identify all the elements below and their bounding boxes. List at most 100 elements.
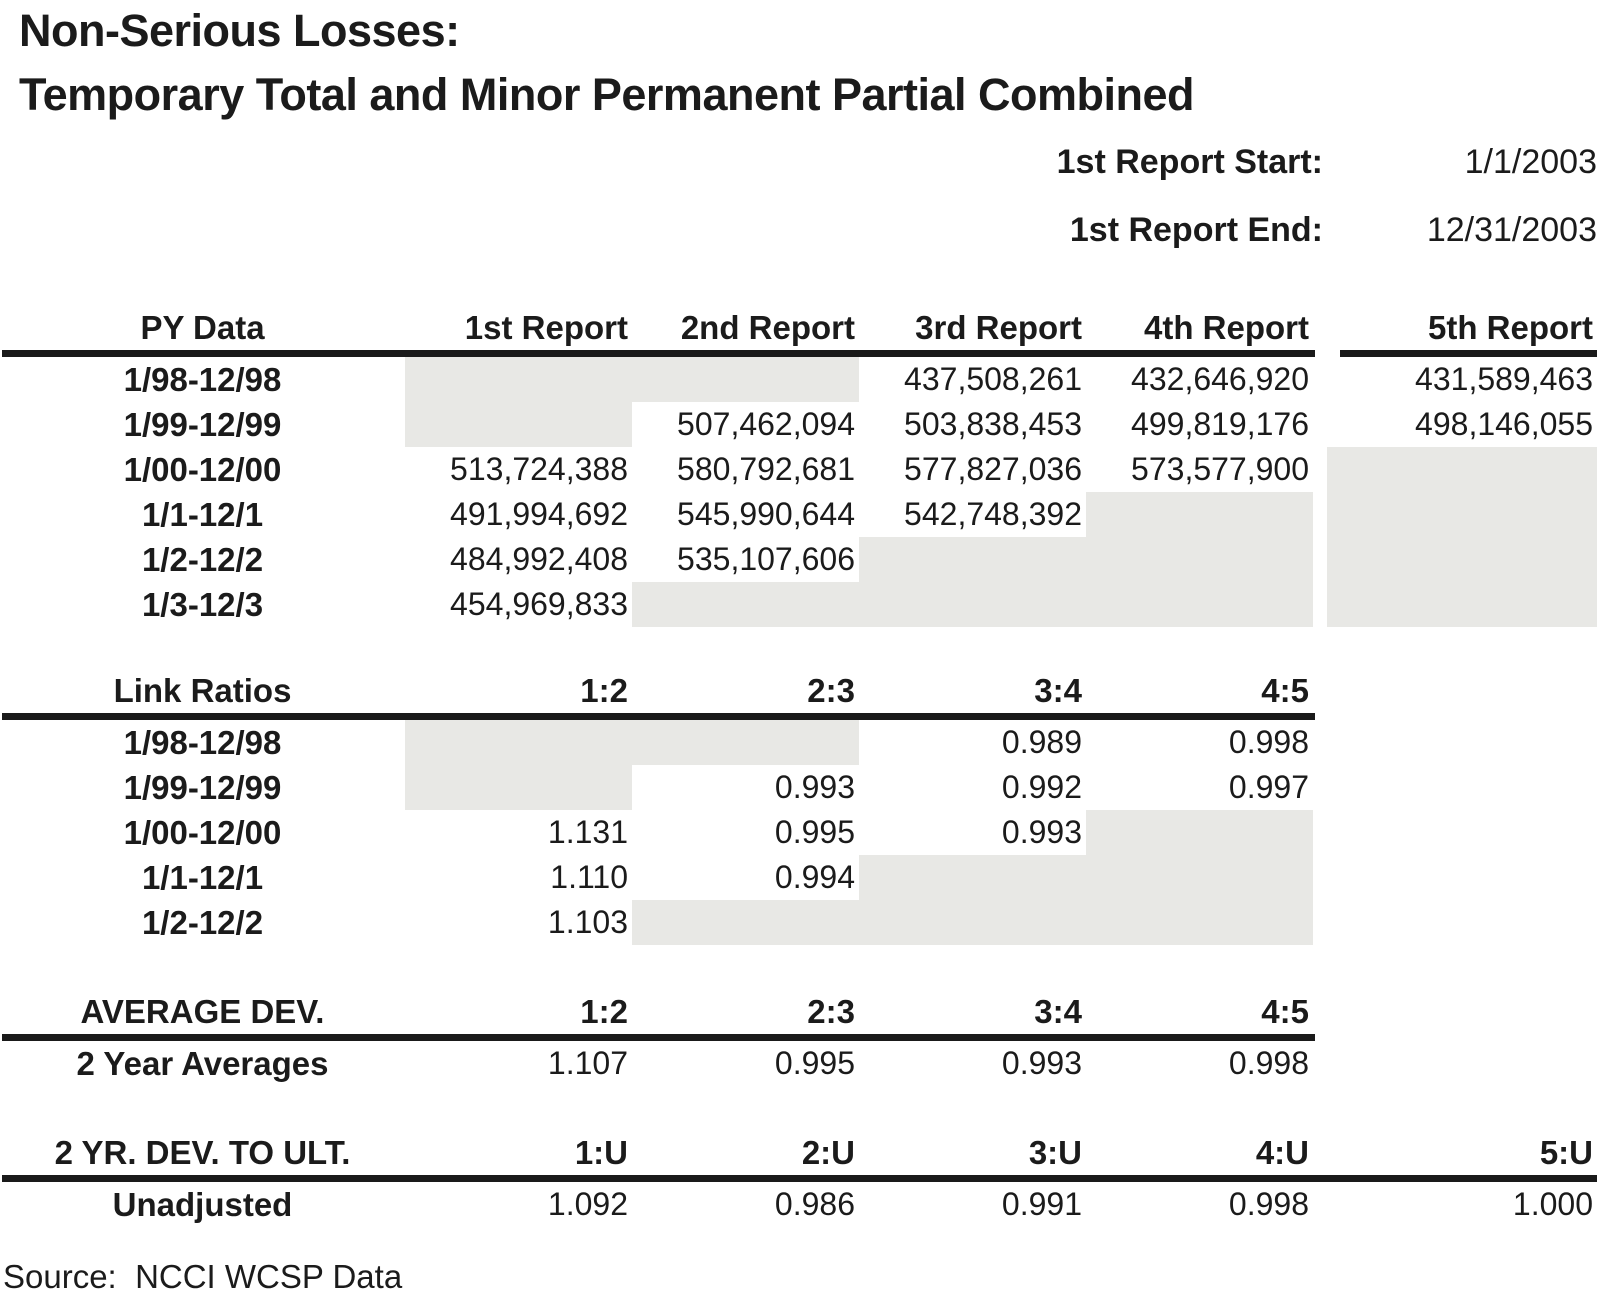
shaded-empty-cell: [1327, 537, 1597, 582]
table-header-row: Link Ratios 1:2 2:3 3:4 4:5: [0, 669, 1600, 713]
table-header-label: Link Ratios: [113, 672, 292, 709]
column-header: 1:2: [580, 993, 628, 1030]
table-average-dev: AVERAGE DEV. 1:2 2:3 3:4 4:5 2 Year Averages 1…: [0, 990, 1600, 1086]
table-cell: 0.994: [774, 859, 855, 895]
table-header-row: PY Data 1st Report 2nd Report 3rd Report 4th…: [0, 306, 1600, 350]
table-row: 1/1-12/1 491,994,692 545,990,644 542,748,39…: [0, 492, 1600, 537]
table-cell: 542,748,392: [904, 496, 1082, 532]
table-cell: 1.107: [547, 1045, 628, 1081]
shaded-empty-cell: [1086, 492, 1313, 537]
table-row: 1/99-12/99 507,462,094 503,838,453 499,819,…: [0, 402, 1600, 447]
table-header-row: AVERAGE DEV. 1:2 2:3 3:4 4:5: [0, 990, 1600, 1034]
table-cell: 577,827,036: [904, 451, 1082, 487]
shaded-empty-cell: [632, 582, 859, 627]
table-cell: 431,589,463: [1415, 361, 1593, 397]
table-header-label: PY Data: [140, 309, 265, 346]
shaded-empty-cell: [632, 720, 859, 765]
table-cell: 0.997: [1228, 769, 1309, 805]
header-rule-segment: [2, 1034, 1315, 1041]
table-cell: 503,838,453: [904, 406, 1082, 442]
column-header: 1:U: [574, 1134, 628, 1171]
table-cell: 0.998: [1228, 724, 1309, 760]
page-title-line-2: Temporary Total and Minor Permanent Part…: [19, 69, 1195, 120]
header-rule: [0, 350, 1600, 357]
table-row: 1/2-12/2 1.103: [0, 900, 1600, 945]
row-label: 1/00-12/00: [123, 451, 282, 488]
column-header: 1st Report: [464, 309, 628, 346]
table-cell: 0.998: [1228, 1045, 1309, 1081]
shaded-empty-cell: [859, 900, 1086, 945]
shaded-empty-cell: [1327, 582, 1597, 627]
row-label: 1/1-12/1: [141, 496, 264, 533]
table-dev-to-ult: 2 YR. DEV. TO ULT. 1:U 2:U 3:U 4:U 5:U Unadjus…: [0, 1131, 1600, 1227]
shaded-empty-cell: [1086, 810, 1313, 855]
column-header: 3:4: [1034, 993, 1082, 1030]
header-rule: [0, 1175, 1600, 1182]
header-rule-segment: [2, 350, 1315, 357]
table-cell: 545,990,644: [677, 496, 855, 532]
source-note: Source: NCCI WCSP Data: [3, 1258, 403, 1295]
row-label: 1/2-12/2: [141, 904, 264, 941]
shaded-empty-cell: [405, 402, 632, 447]
table-row: 1/00-12/00 513,724,388 580,792,681 577,827,…: [0, 447, 1600, 492]
row-label: 2 Year Averages: [76, 1045, 329, 1082]
row-label: 1/98-12/98: [123, 361, 282, 398]
header-rule: [0, 713, 1600, 720]
report-end-label: 1st Report End:: [1069, 211, 1323, 249]
table-cell: 0.986: [774, 1186, 855, 1222]
table-cell: 580,792,681: [677, 451, 855, 487]
header-rule-segment: [2, 713, 1315, 720]
header-rule: [0, 1034, 1600, 1041]
table-cell: 491,994,692: [450, 496, 628, 532]
shaded-empty-cell: [859, 582, 1086, 627]
table-row: 1/98-12/98 437,508,261 432,646,920 431,589,…: [0, 357, 1600, 402]
table-cell: 0.993: [1001, 814, 1082, 850]
header-rule-segment: [2, 1175, 1597, 1182]
column-header: 4:5: [1261, 993, 1309, 1030]
report-end-row: 1st Report End: 12/31/2003: [0, 210, 1600, 250]
shaded-empty-cell: [405, 765, 632, 810]
report-start-label: 1st Report Start:: [1056, 143, 1323, 181]
table-py-data: PY Data 1st Report 2nd Report 3rd Report 4th…: [0, 306, 1600, 627]
table-cell: 507,462,094: [677, 406, 855, 442]
table-row: 1/99-12/99 0.993 0.992 0.997: [0, 765, 1600, 810]
table-row: 1/1-12/1 1.110 0.994: [0, 855, 1600, 900]
shaded-empty-cell: [1086, 537, 1313, 582]
column-header: 3:4: [1034, 672, 1082, 709]
table-cell: 0.992: [1001, 769, 1082, 805]
column-header: 3rd Report: [915, 309, 1082, 346]
column-header: 2nd Report: [680, 309, 855, 346]
table-row: 1/00-12/00 1.131 0.995 0.993: [0, 810, 1600, 855]
table-cell: 1.131: [547, 814, 628, 850]
column-header: 2:3: [807, 672, 855, 709]
shaded-empty-cell: [405, 357, 632, 402]
shaded-empty-cell: [1086, 855, 1313, 900]
table-cell: 0.995: [774, 1045, 855, 1081]
table-header-label: 2 YR. DEV. TO ULT.: [54, 1134, 351, 1171]
header-rule-segment: [1340, 350, 1597, 357]
column-header: 2:U: [801, 1134, 855, 1171]
column-header: 2:3: [807, 993, 855, 1030]
table-cell: 573,577,900: [1131, 451, 1309, 487]
column-header: 5:U: [1539, 1134, 1593, 1171]
row-label: Unadjusted: [112, 1186, 293, 1223]
table-cell: 437,508,261: [904, 361, 1082, 397]
column-header: 5th Report: [1428, 309, 1593, 346]
report-start-value: 1/1/2003: [1464, 143, 1597, 181]
table-row: 2 Year Averages 1.107 0.995 0.993 0.998: [0, 1041, 1600, 1086]
shaded-empty-cell: [1327, 447, 1597, 492]
table-cell: 535,107,606: [677, 541, 855, 577]
table-cell: 432,646,920: [1131, 361, 1309, 397]
table-header-row: 2 YR. DEV. TO ULT. 1:U 2:U 3:U 4:U 5:U: [0, 1131, 1600, 1175]
shaded-empty-cell: [859, 855, 1086, 900]
report-start-row: 1st Report Start: 1/1/2003: [0, 142, 1600, 182]
table-cell: 1.092: [547, 1186, 628, 1222]
shaded-empty-cell: [632, 357, 859, 402]
row-label: 1/2-12/2: [141, 541, 264, 578]
shaded-empty-cell: [1086, 582, 1313, 627]
column-header: 4th Report: [1144, 309, 1309, 346]
table-header-label: AVERAGE DEV.: [80, 993, 325, 1030]
table-cell: 513,724,388: [450, 451, 628, 487]
table-cell: 0.993: [1001, 1045, 1082, 1081]
table-row: 1/3-12/3 454,969,833: [0, 582, 1600, 627]
